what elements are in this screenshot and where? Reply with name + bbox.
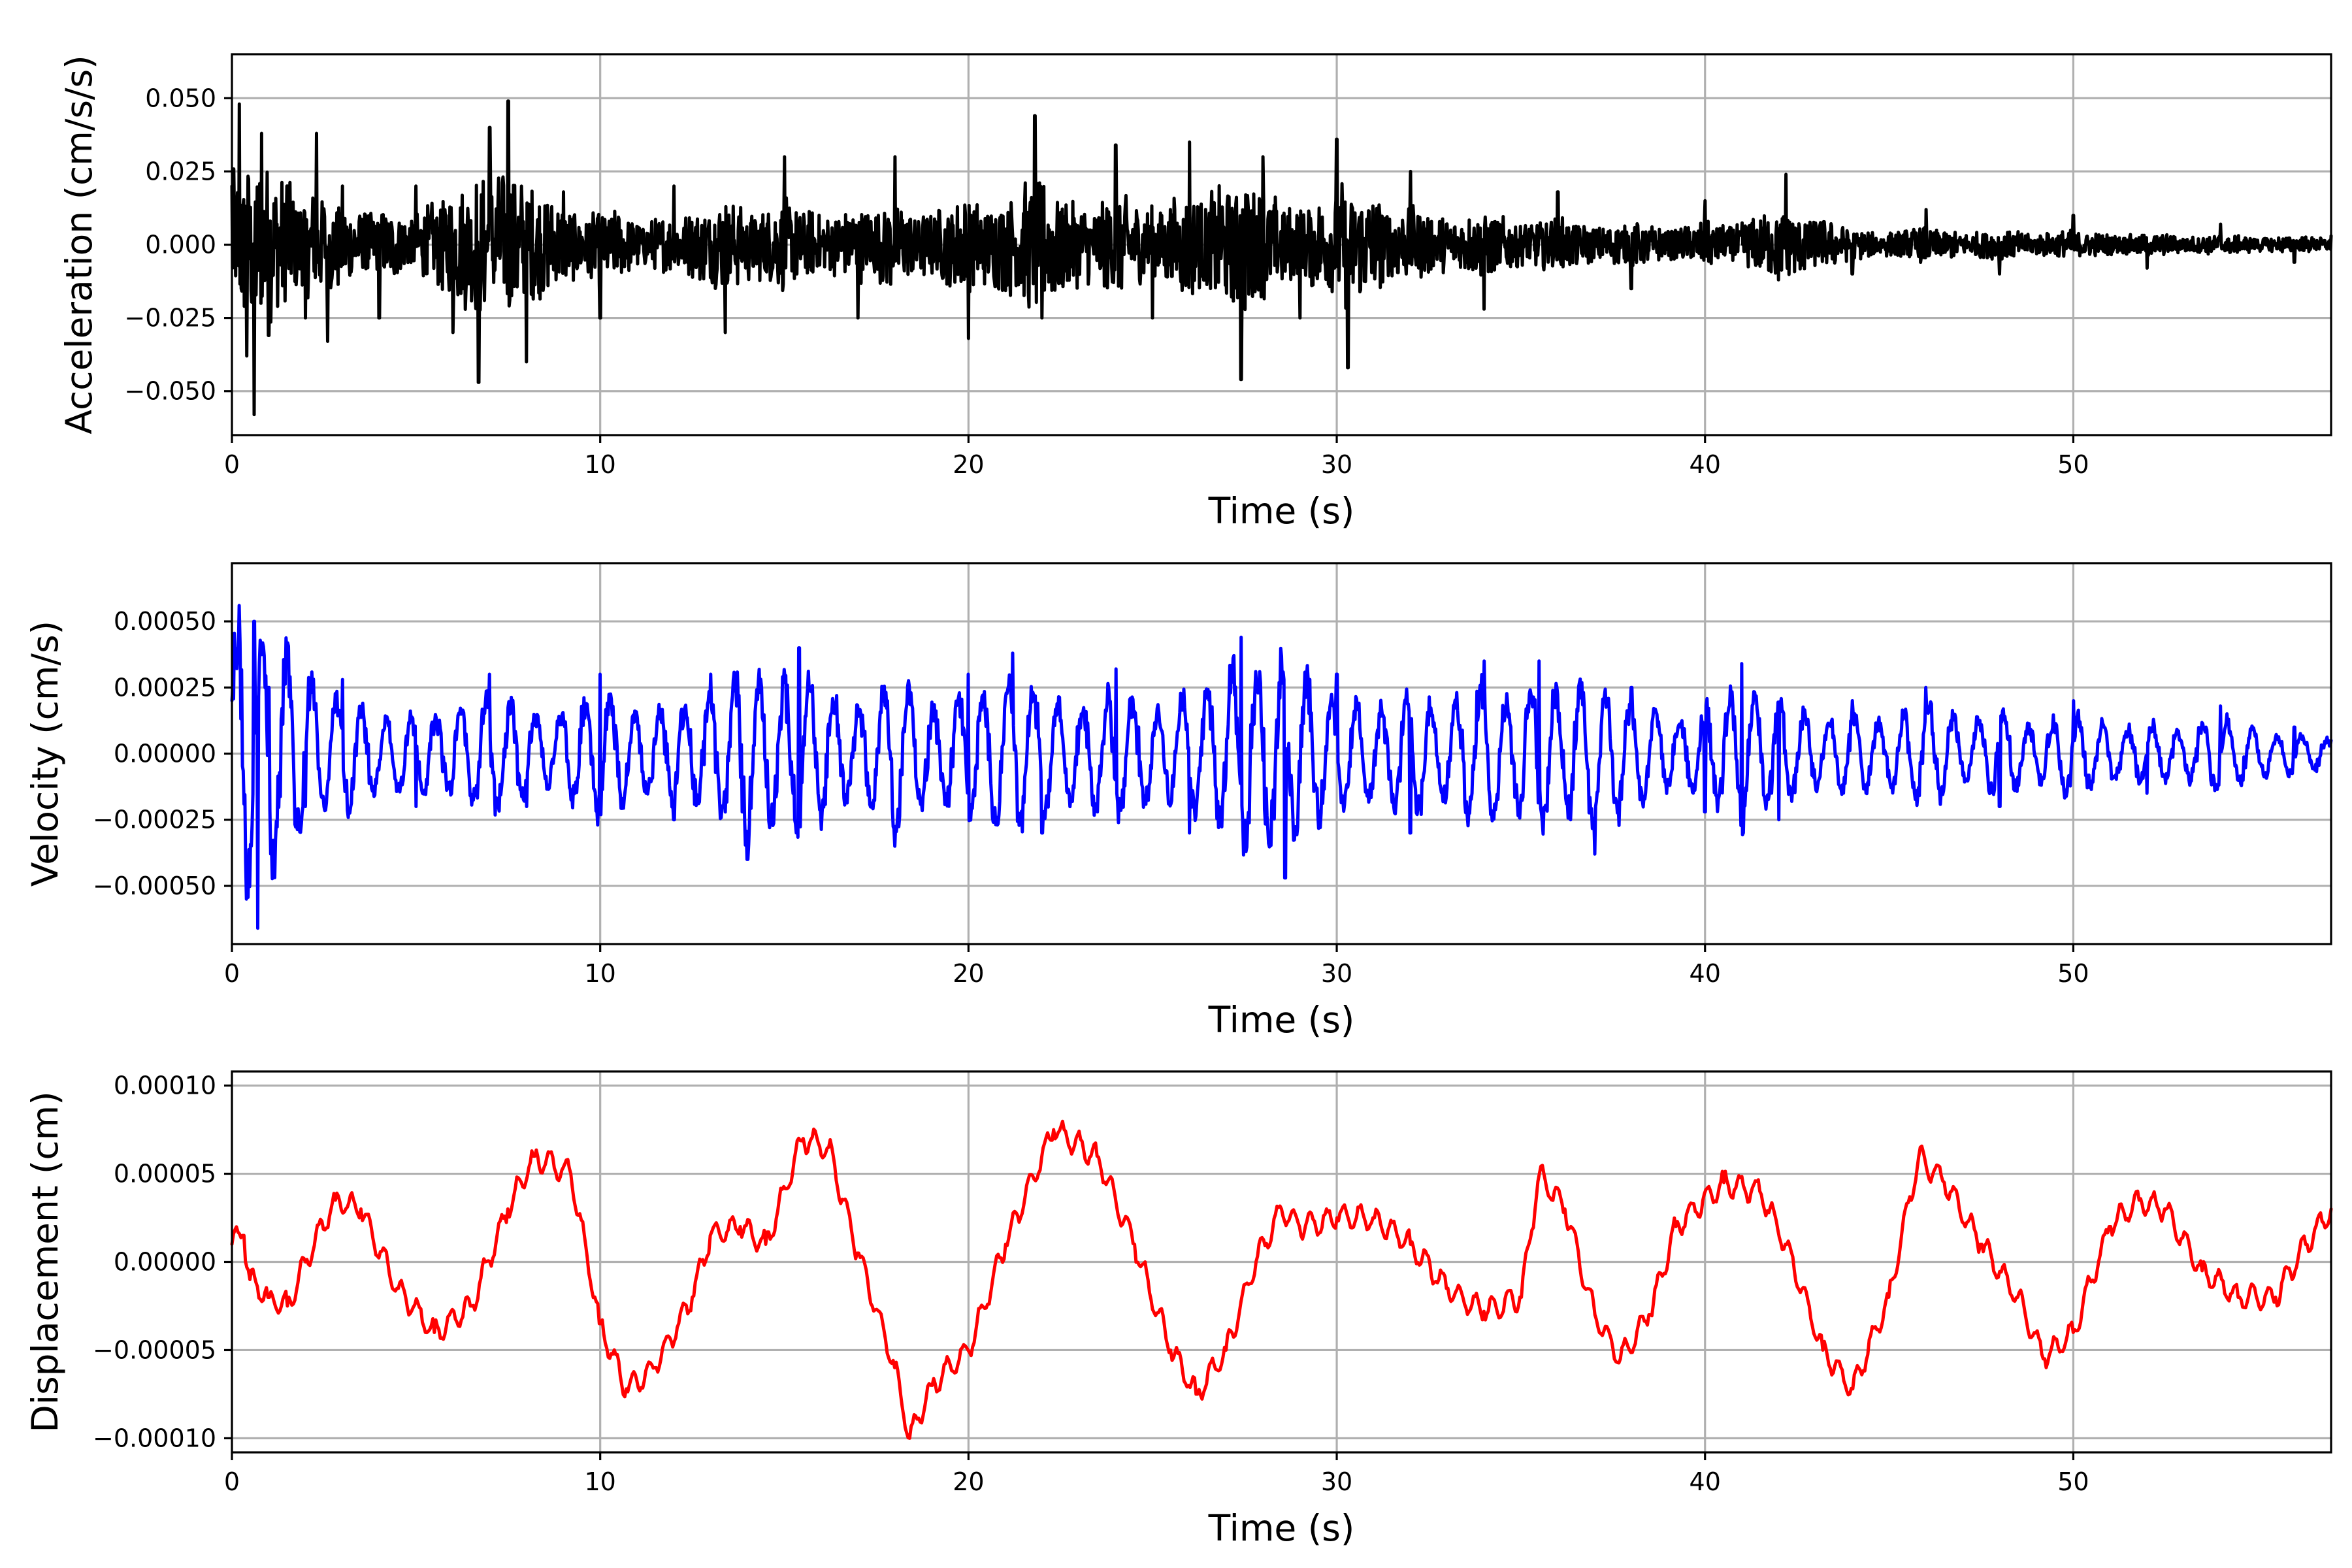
acceleration-x-tick-label: 10: [585, 450, 616, 479]
velocity-ticks: 0 10 20 30 40 50 0.00050 0.00025 0.00000 −0.00025…: [93, 607, 2089, 988]
velocity-x-tick-label: 30: [1321, 959, 1352, 988]
velocity-y-tick-label: 0.00050: [114, 607, 216, 636]
displacement-y-tick-label: −0.00010: [93, 1424, 216, 1452]
acceleration-y-tick-label: 0.050: [145, 84, 216, 112]
acceleration-x-tick-label: 40: [1690, 450, 1721, 479]
displacement-ticks: 0 10 20 30 40 50 0.00010 0.00005 0.00000 −0.00005…: [93, 1071, 2089, 1496]
displacement-grid: [231, 1071, 2331, 1452]
acceleration-y-tick-label: 0.000: [145, 231, 216, 259]
acceleration-x-axis-label: Time (s): [1208, 490, 1355, 532]
displacement-x-tick-label: 50: [2057, 1467, 2089, 1496]
acceleration-y-axis-label: Acceleration (cm/s/s): [58, 55, 100, 434]
acceleration-x-tick-label: 30: [1321, 450, 1352, 479]
velocity-x-tick-label: 50: [2057, 959, 2089, 988]
velocity-x-tick-label: 0: [224, 959, 240, 988]
displacement-y-tick-label: 0.00005: [114, 1160, 216, 1188]
displacement-y-tick-label: 0.00000: [114, 1248, 216, 1277]
velocity-panel: 0 10 20 30 40 50 0.00050 0.00025 0.00000 −0.00025…: [24, 562, 2333, 1041]
velocity-y-tick-label: 0.00000: [114, 740, 216, 768]
displacement-panel: 0 10 20 30 40 50 0.00010 0.00005 0.00000 −0.00005…: [24, 1070, 2333, 1549]
displacement-x-tick-label: 10: [585, 1467, 616, 1496]
velocity-y-tick-label: 0.00025: [114, 673, 216, 702]
displacement-x-axis-label: Time (s): [1208, 1507, 1355, 1549]
displacement-x-tick-label: 30: [1321, 1467, 1352, 1496]
acceleration-series-line: [230, 99, 2333, 417]
acceleration-x-tick-label: 50: [2057, 450, 2089, 479]
acceleration-y-tick-label: 0.025: [145, 157, 216, 186]
acceleration-y-tick-label: −0.025: [124, 304, 216, 333]
velocity-y-axis-label: Velocity (cm/s): [24, 621, 66, 887]
displacement-x-tick-label: 40: [1690, 1467, 1721, 1496]
velocity-series-line: [230, 604, 2333, 930]
acceleration-ticks: 0 10 20 30 40 50 0.050 0.025 0.000 −0.025 −0.050: [124, 84, 2089, 479]
displacement-series-line: [230, 1119, 2333, 1440]
velocity-x-axis-label: Time (s): [1208, 999, 1355, 1041]
velocity-x-tick-label: 10: [585, 959, 616, 988]
displacement-x-tick-label: 0: [224, 1467, 240, 1496]
velocity-y-tick-label: −0.00025: [93, 806, 216, 834]
displacement-y-tick-label: −0.00005: [93, 1335, 216, 1364]
acceleration-panel: 0 10 20 30 40 50 0.050 0.025 0.000 −0.025 −0.050 T…: [58, 53, 2333, 532]
displacement-y-axis-label: Displacement (cm): [24, 1091, 66, 1432]
displacement-x-tick-label: 20: [953, 1467, 984, 1496]
acceleration-y-tick-label: −0.050: [124, 377, 216, 406]
acceleration-x-tick-label: 0: [224, 450, 240, 479]
displacement-y-tick-label: 0.00010: [114, 1071, 216, 1100]
velocity-x-tick-label: 20: [953, 959, 984, 988]
velocity-y-tick-label: −0.00050: [93, 872, 216, 900]
velocity-x-tick-label: 40: [1690, 959, 1721, 988]
acceleration-x-tick-label: 20: [953, 450, 984, 479]
